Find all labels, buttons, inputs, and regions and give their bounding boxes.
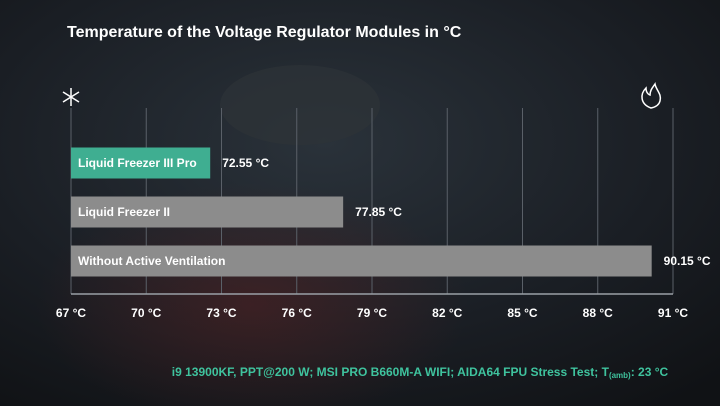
value-label: 77.85 °C xyxy=(355,205,402,219)
x-tick-label: 76 °C xyxy=(282,306,312,320)
chart-title: Temperature of the Voltage Regulator Mod… xyxy=(67,24,462,41)
category-label: Liquid Freezer III Pro xyxy=(78,156,197,170)
footnote-text: i9 13900KF, PPT@200 W; MSI PRO B660M-A W… xyxy=(172,365,610,379)
value-label: 72.55 °C xyxy=(222,156,269,170)
x-tick-label: 88 °C xyxy=(583,306,613,320)
hot-icon xyxy=(641,82,662,109)
value-label: 90.15 °C xyxy=(664,254,711,268)
x-tick-label: 67 °C xyxy=(56,306,86,320)
x-tick-label: 79 °C xyxy=(357,306,387,320)
cold-icon xyxy=(62,88,80,106)
x-tick-label: 91 °C xyxy=(658,306,688,320)
category-label: Liquid Freezer II xyxy=(78,205,170,219)
bar xyxy=(71,147,211,179)
footnote-suffix: : 23 °C xyxy=(631,365,669,379)
category-label: Without Active Ventilation xyxy=(78,254,225,268)
bar xyxy=(71,196,344,228)
x-tick-label: 82 °C xyxy=(432,306,462,320)
x-tick-label: 85 °C xyxy=(507,306,537,320)
footnote-subscript: (amb) xyxy=(609,371,631,380)
x-tick-label: 73 °C xyxy=(206,306,236,320)
x-tick-label: 70 °C xyxy=(131,306,161,320)
decor-pump xyxy=(220,65,380,145)
bar xyxy=(71,245,652,277)
footnote: i9 13900KF, PPT@200 W; MSI PRO B660M-A W… xyxy=(172,365,669,380)
